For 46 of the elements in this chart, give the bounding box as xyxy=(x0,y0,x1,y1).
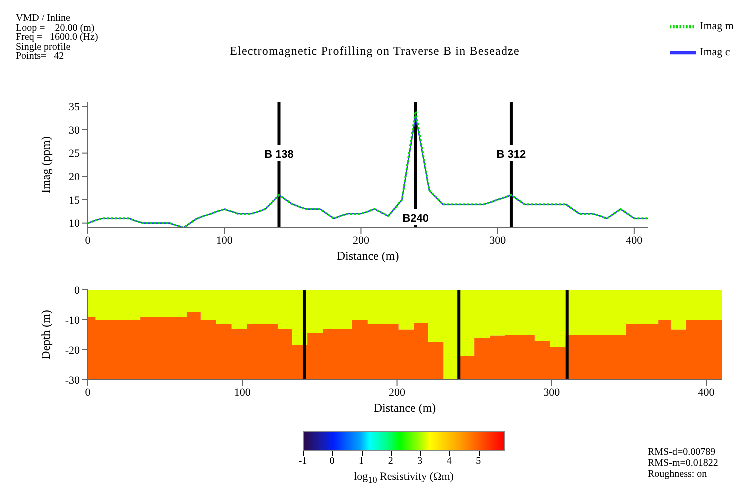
y-tick-label: -30 xyxy=(65,374,80,387)
y-tick-label: 25 xyxy=(69,148,80,160)
x-tick-label: 100 xyxy=(234,386,252,399)
x-axis-title: Distance (m) xyxy=(374,401,436,415)
y-tick-label: 15 xyxy=(69,194,80,207)
color-bar-title: log$_{10}$ Resistivity (Ωm) xyxy=(353,471,455,486)
ref-line-label: B 138 xyxy=(264,149,294,161)
x-tick-label: 200 xyxy=(389,386,406,399)
x-tick-label: 200 xyxy=(352,234,370,247)
x-tick-label: 300 xyxy=(490,234,507,247)
color-bar-label: 0 xyxy=(328,456,336,467)
legend-label: Imag c xyxy=(700,46,730,59)
x-tick-label: 400 xyxy=(626,234,644,247)
text: RMS-m=0.01822 xyxy=(648,458,718,469)
text: VMD / Inline xyxy=(16,13,72,24)
y-tick-label: -20 xyxy=(65,344,80,357)
text: Single profile xyxy=(16,42,72,53)
y-axis-title: Depth (m) xyxy=(39,310,53,360)
color-bar-label: 4 xyxy=(446,456,453,467)
y-tick-label: 35 xyxy=(69,102,80,114)
text: Freq = 1600.0 (Hz) xyxy=(16,32,98,44)
color-bar-label: 2 xyxy=(387,456,394,467)
y-tick-label: 30 xyxy=(69,124,80,137)
color-bar-label: 1 xyxy=(358,456,366,467)
x-tick-label: 0 xyxy=(85,234,92,247)
x-tick-label: 0 xyxy=(85,386,92,399)
x-tick-label: 400 xyxy=(698,386,716,399)
text: RMS-d=0.00789 xyxy=(648,447,717,458)
color-bar-label: -1 xyxy=(298,456,308,467)
y-tick-label: -10 xyxy=(65,314,80,327)
y-axis-title: Imag (ppm) xyxy=(39,136,53,194)
x-tick-label: 100 xyxy=(216,234,234,247)
legend-label: Imag m xyxy=(700,20,734,33)
color-bar-label: 3 xyxy=(416,456,424,467)
chart-title: Electromagnetic Profilling on Traverse B in Beseadze xyxy=(230,44,520,58)
y-tick-label: 0 xyxy=(74,284,80,297)
text: Loop = 20.00 (m) xyxy=(16,22,95,34)
x-axis-title: Distance (m) xyxy=(336,249,400,263)
x-tick-label: 300 xyxy=(544,386,561,399)
text: Points= 42 xyxy=(16,51,64,62)
ref-line-label: B 312 xyxy=(496,149,526,161)
text: Roughness: on xyxy=(648,469,708,480)
ref-line-label: B240 xyxy=(402,213,429,225)
y-tick-label: 10 xyxy=(69,218,80,230)
color-bar-label: 5 xyxy=(475,456,482,467)
y-tick-label: 20 xyxy=(69,172,80,184)
